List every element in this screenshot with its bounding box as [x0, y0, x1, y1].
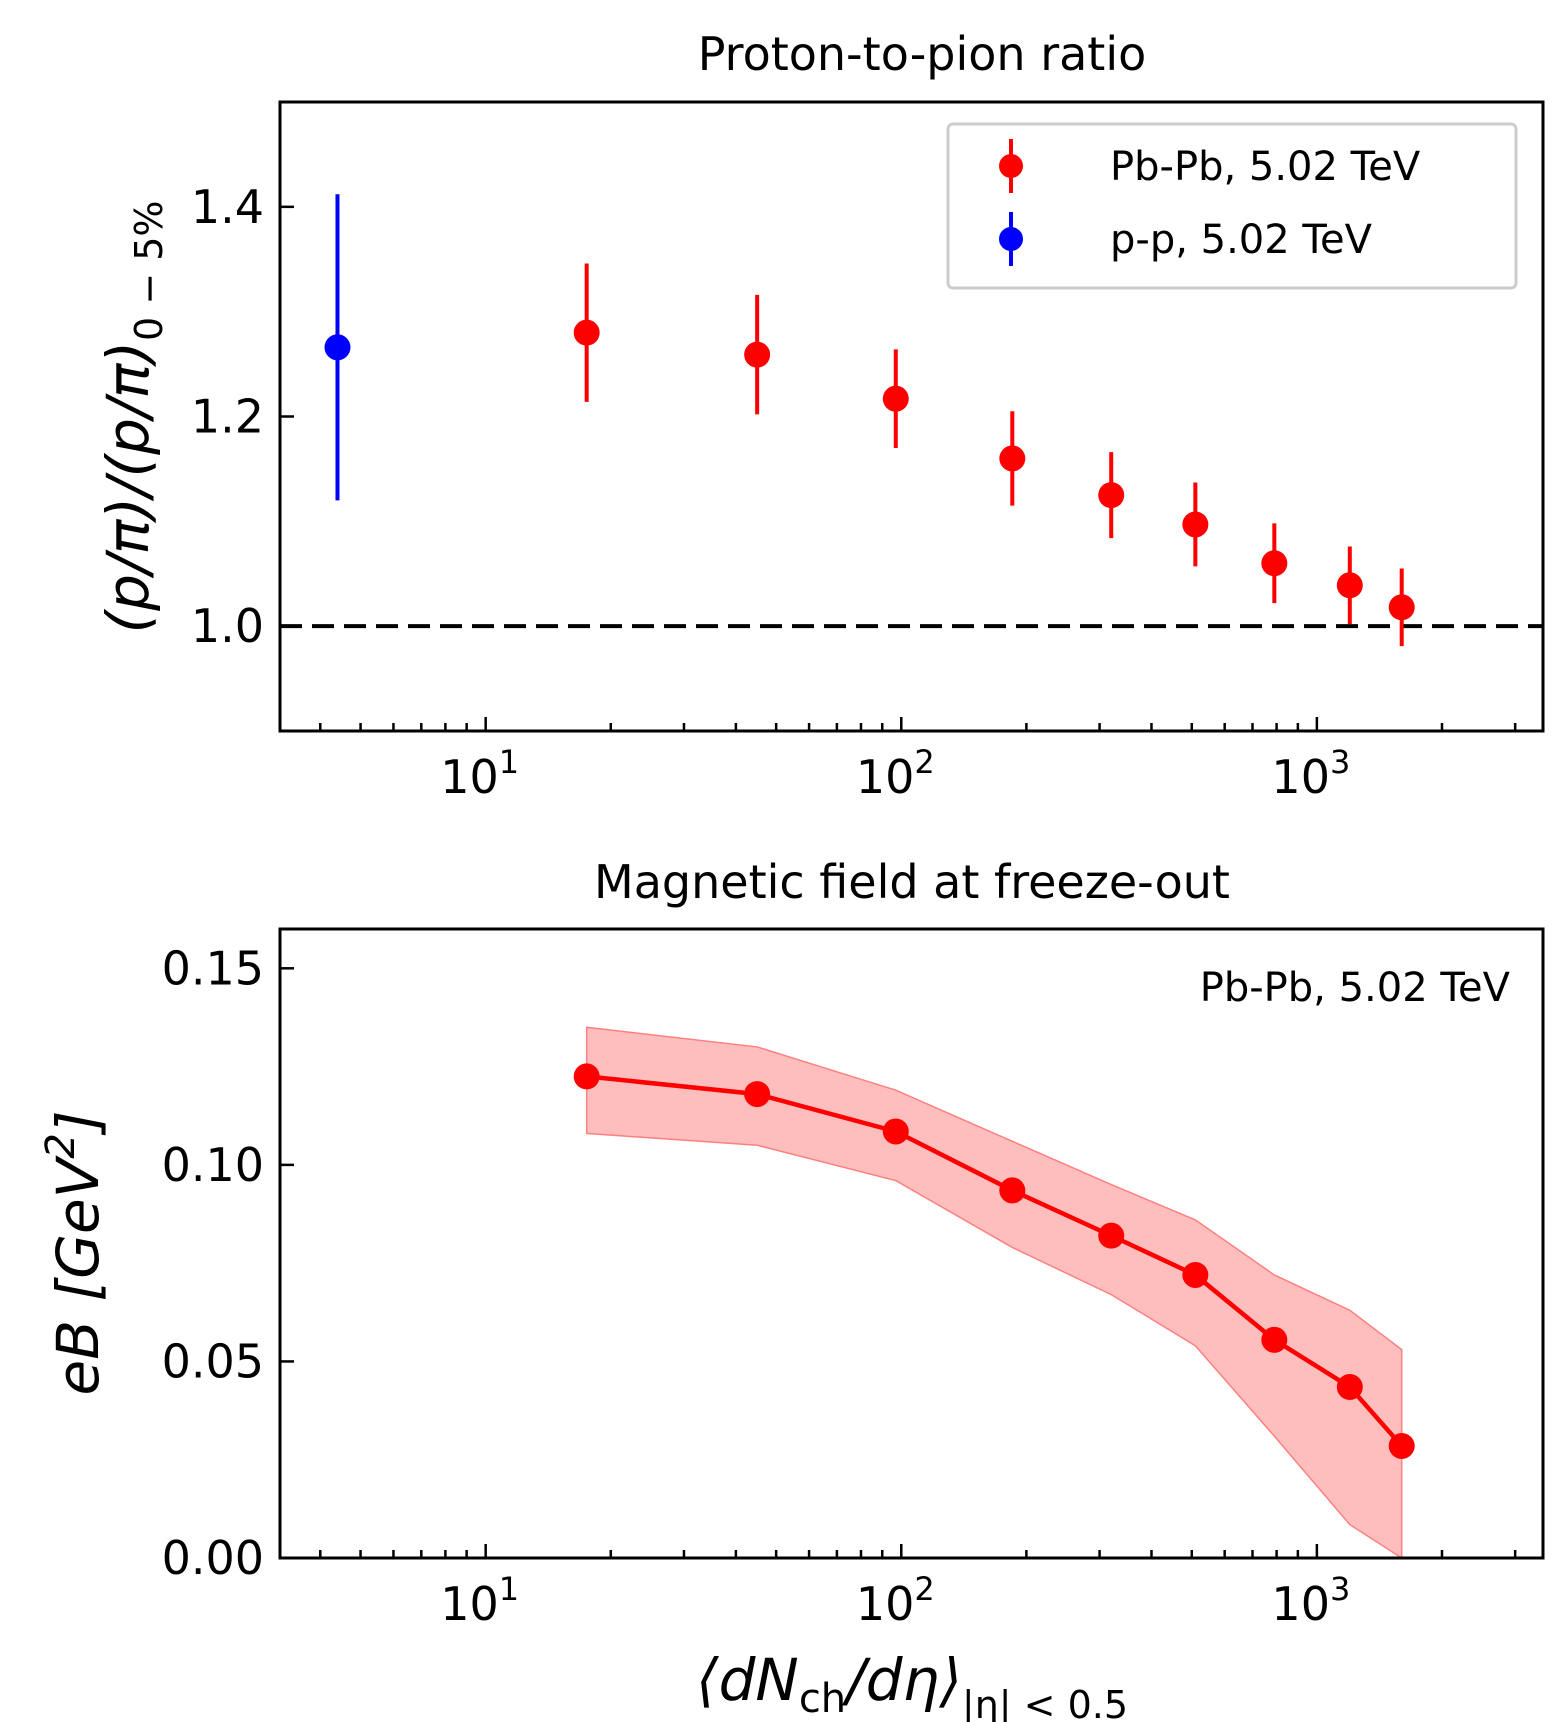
x-axis-label-a: ⟨dN [696, 1646, 799, 1714]
plot-area [573, 1026, 1415, 1560]
data-point-pbpb [744, 341, 771, 368]
legend-label-pbpb: Pb-Pb, 5.02 TeV [1110, 144, 1421, 190]
legend-marker-pp [999, 227, 1023, 251]
x-axis-label: ⟨dNch/dη⟩|η| < 0.5 [696, 1646, 1128, 1722]
x-tick-label: 101 [440, 1570, 519, 1631]
chart-title: Magnetic field at freeze-out [594, 855, 1230, 909]
plot-frame [278, 927, 1545, 1560]
y-tick-label: 1.4 [191, 180, 264, 234]
data-point-pbpb [882, 385, 909, 412]
data-point-pbpb [1261, 550, 1288, 577]
legend-box [946, 122, 1518, 290]
chart-title: Proton-to-pion ratio [698, 27, 1147, 81]
x-tick-label: 101 [440, 743, 519, 804]
magnetic-field-panel: Magnetic field at freeze-out eB [GeV2] P… [38, 855, 1545, 1722]
data-point [999, 1177, 1026, 1204]
y-tick-label: 1.0 [191, 599, 264, 653]
legend-label-pp: p-p, 5.02 TeV [1110, 217, 1373, 263]
y-axis-label-main: (p/π)/(p/π) [94, 341, 162, 634]
data-point-pbpb [1182, 511, 1209, 538]
data-point [1261, 1326, 1288, 1353]
y-axis-label-superscript: 2 [38, 1133, 84, 1158]
proton-pion-ratio-panel: Proton-to-pion ratio (p/π)/(p/π)0 − 5% P… [94, 27, 1545, 804]
data-point-pbpb [573, 319, 600, 346]
data-point-pbpb [1388, 594, 1415, 621]
x-tick-label: 102 [856, 743, 935, 804]
data-point [882, 1118, 909, 1145]
y-axis-label-subscript: 0 − 5% [127, 200, 171, 340]
y-tick-label: 0.15 [162, 941, 264, 995]
y-tick-label: 1.2 [191, 390, 264, 444]
data-point [1336, 1373, 1363, 1400]
x-tick-label: 103 [1271, 743, 1350, 804]
data-point [573, 1063, 600, 1090]
y-axis-label: eB [GeV2] [38, 1111, 112, 1396]
x-tick-label: 102 [856, 1570, 935, 1631]
annotation: Pb-Pb, 5.02 TeV [1200, 965, 1511, 1011]
data-point [1388, 1432, 1415, 1459]
data-point [1098, 1222, 1125, 1249]
data-point [1182, 1261, 1209, 1288]
y-tick-label: 0.05 [162, 1334, 264, 1388]
data-point-pbpb [1098, 482, 1125, 509]
x-tick-label: 103 [1271, 1570, 1350, 1631]
data-point-pbpb [1336, 572, 1363, 599]
plot-area [280, 194, 1543, 647]
uncertainty-band [585, 1026, 1403, 1560]
x-axis-label-ch: ch [799, 1676, 846, 1722]
data-point-pp [324, 334, 351, 361]
data-point [744, 1081, 771, 1108]
y-tick-label: 0.10 [162, 1138, 264, 1192]
data-point-pbpb [999, 445, 1026, 472]
y-tick-label: 0.00 [162, 1531, 264, 1585]
legend: Pb-Pb, 5.02 TeV p-p, 5.02 TeV [946, 122, 1518, 290]
x-axis-label-subscript: |η| < 0.5 [962, 1683, 1128, 1722]
y-axis-label-main: eB [GeV [44, 1154, 112, 1395]
y-axis-label-close: ] [44, 1111, 112, 1137]
y-axis-label: (p/π)/(p/π)0 − 5% [94, 200, 171, 633]
x-axis-label-b: /dη⟩ [841, 1646, 962, 1714]
legend-marker-pbpb [999, 154, 1023, 178]
